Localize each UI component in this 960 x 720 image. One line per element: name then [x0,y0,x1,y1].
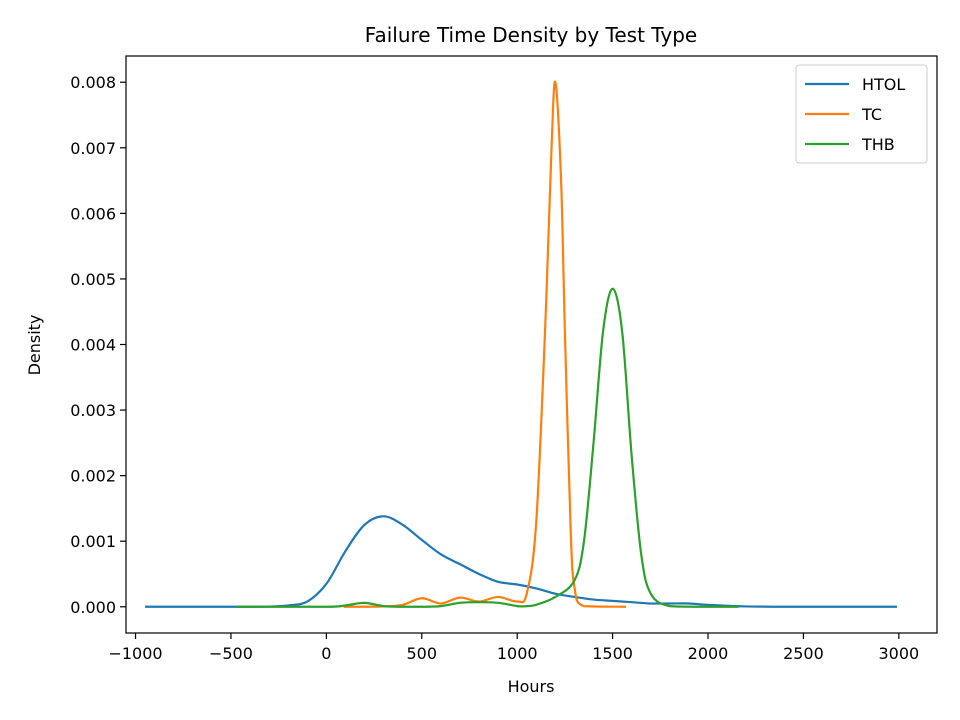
y-tick-label: 0.008 [70,73,116,92]
legend-label-tc: TC [861,105,882,124]
y-tick-label: 0.007 [70,139,116,158]
y-tick-label: 0.003 [70,401,116,420]
legend-box [795,64,928,164]
y-axis: 0.000 0.001 0.002 0.003 0.004 0.005 0.006 0.007… [70,73,126,617]
x-tick-label: 2500 [783,644,824,663]
y-axis-label: Density [25,315,44,376]
y-tick-label: 0.004 [70,336,116,355]
legend-items: HTOL TC THB [805,75,905,154]
series-layer [145,80,897,608]
x-tick-label: 0 [321,644,331,663]
y-tick-label: 0.002 [70,467,116,486]
y-tick-label: 0.005 [70,270,116,289]
x-tick-label: 1500 [592,644,633,663]
series-line-htol [145,515,897,608]
series-line-tc [343,80,626,608]
x-tick-label: 500 [407,644,438,663]
legend-label-htol: HTOL [862,75,905,94]
y-tick-label: 0.006 [70,204,116,223]
series-line-thb [236,287,739,608]
x-tick-label: −500 [209,644,253,663]
x-axis-label: Hours [508,677,555,696]
chart-title: Failure Time Density by Test Type [365,23,697,47]
legend: HTOL TC THB [795,64,928,164]
x-axis: −1000 −500 0 500 1000 1500 2000 2500 3000 [108,633,919,663]
x-tick-label: −1000 [108,644,162,663]
legend-label-thb: THB [861,135,895,154]
y-tick-label: 0.001 [70,532,116,551]
x-tick-label: 1000 [497,644,538,663]
x-tick-label: 2000 [688,644,729,663]
x-tick-label: 3000 [878,644,919,663]
y-tick-label: 0.000 [70,598,116,617]
